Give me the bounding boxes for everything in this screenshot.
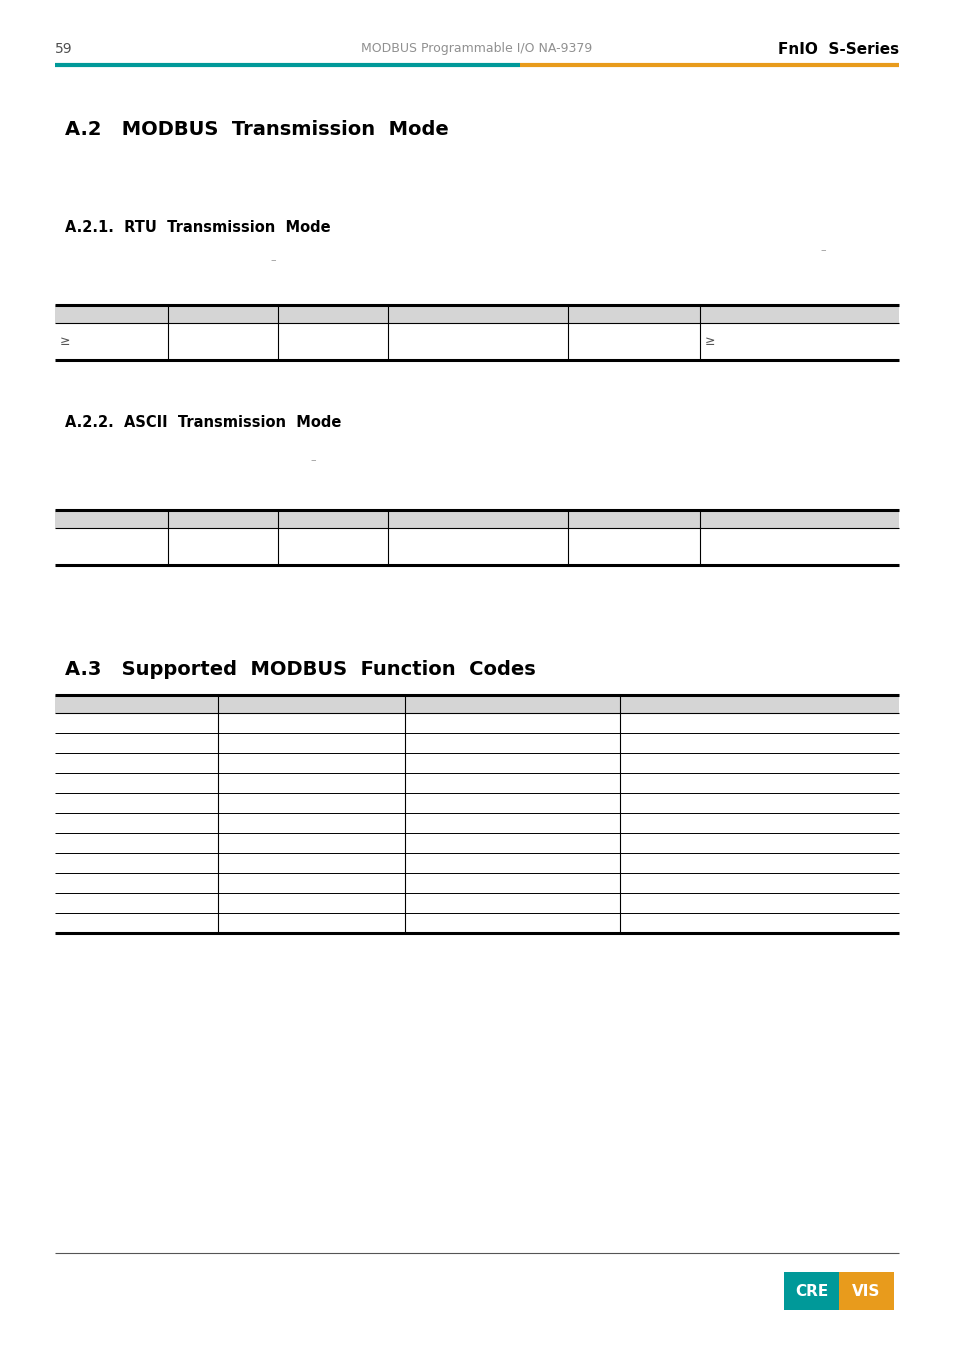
Bar (55, 528, 898, 566)
Text: VIS: VIS (851, 1284, 880, 1299)
Text: A.2.2.  ASCII  Transmission  Mode: A.2.2. ASCII Transmission Mode (65, 414, 341, 431)
Text: –: – (270, 255, 275, 265)
Text: –: – (820, 244, 824, 255)
Text: A.3   Supported  MODBUS  Function  Codes: A.3 Supported MODBUS Function Codes (65, 660, 536, 679)
Bar (783, 1272, 838, 1309)
Text: ≥: ≥ (60, 335, 71, 348)
Bar (55, 305, 898, 323)
Text: ≥: ≥ (704, 335, 715, 348)
Text: A.2.1.  RTU  Transmission  Mode: A.2.1. RTU Transmission Mode (65, 220, 331, 235)
Bar (55, 323, 898, 360)
Text: CRE: CRE (794, 1284, 827, 1299)
Bar (55, 510, 898, 528)
Text: A.2   MODBUS  Transmission  Mode: A.2 MODBUS Transmission Mode (65, 120, 448, 139)
Text: 59: 59 (55, 42, 72, 55)
Bar (838, 1272, 893, 1309)
Text: MODBUS Programmable I/O NA-9379: MODBUS Programmable I/O NA-9379 (361, 42, 592, 55)
Bar (55, 695, 898, 713)
Text: –: – (310, 455, 315, 464)
Text: FnIO  S-Series: FnIO S-Series (777, 42, 898, 57)
